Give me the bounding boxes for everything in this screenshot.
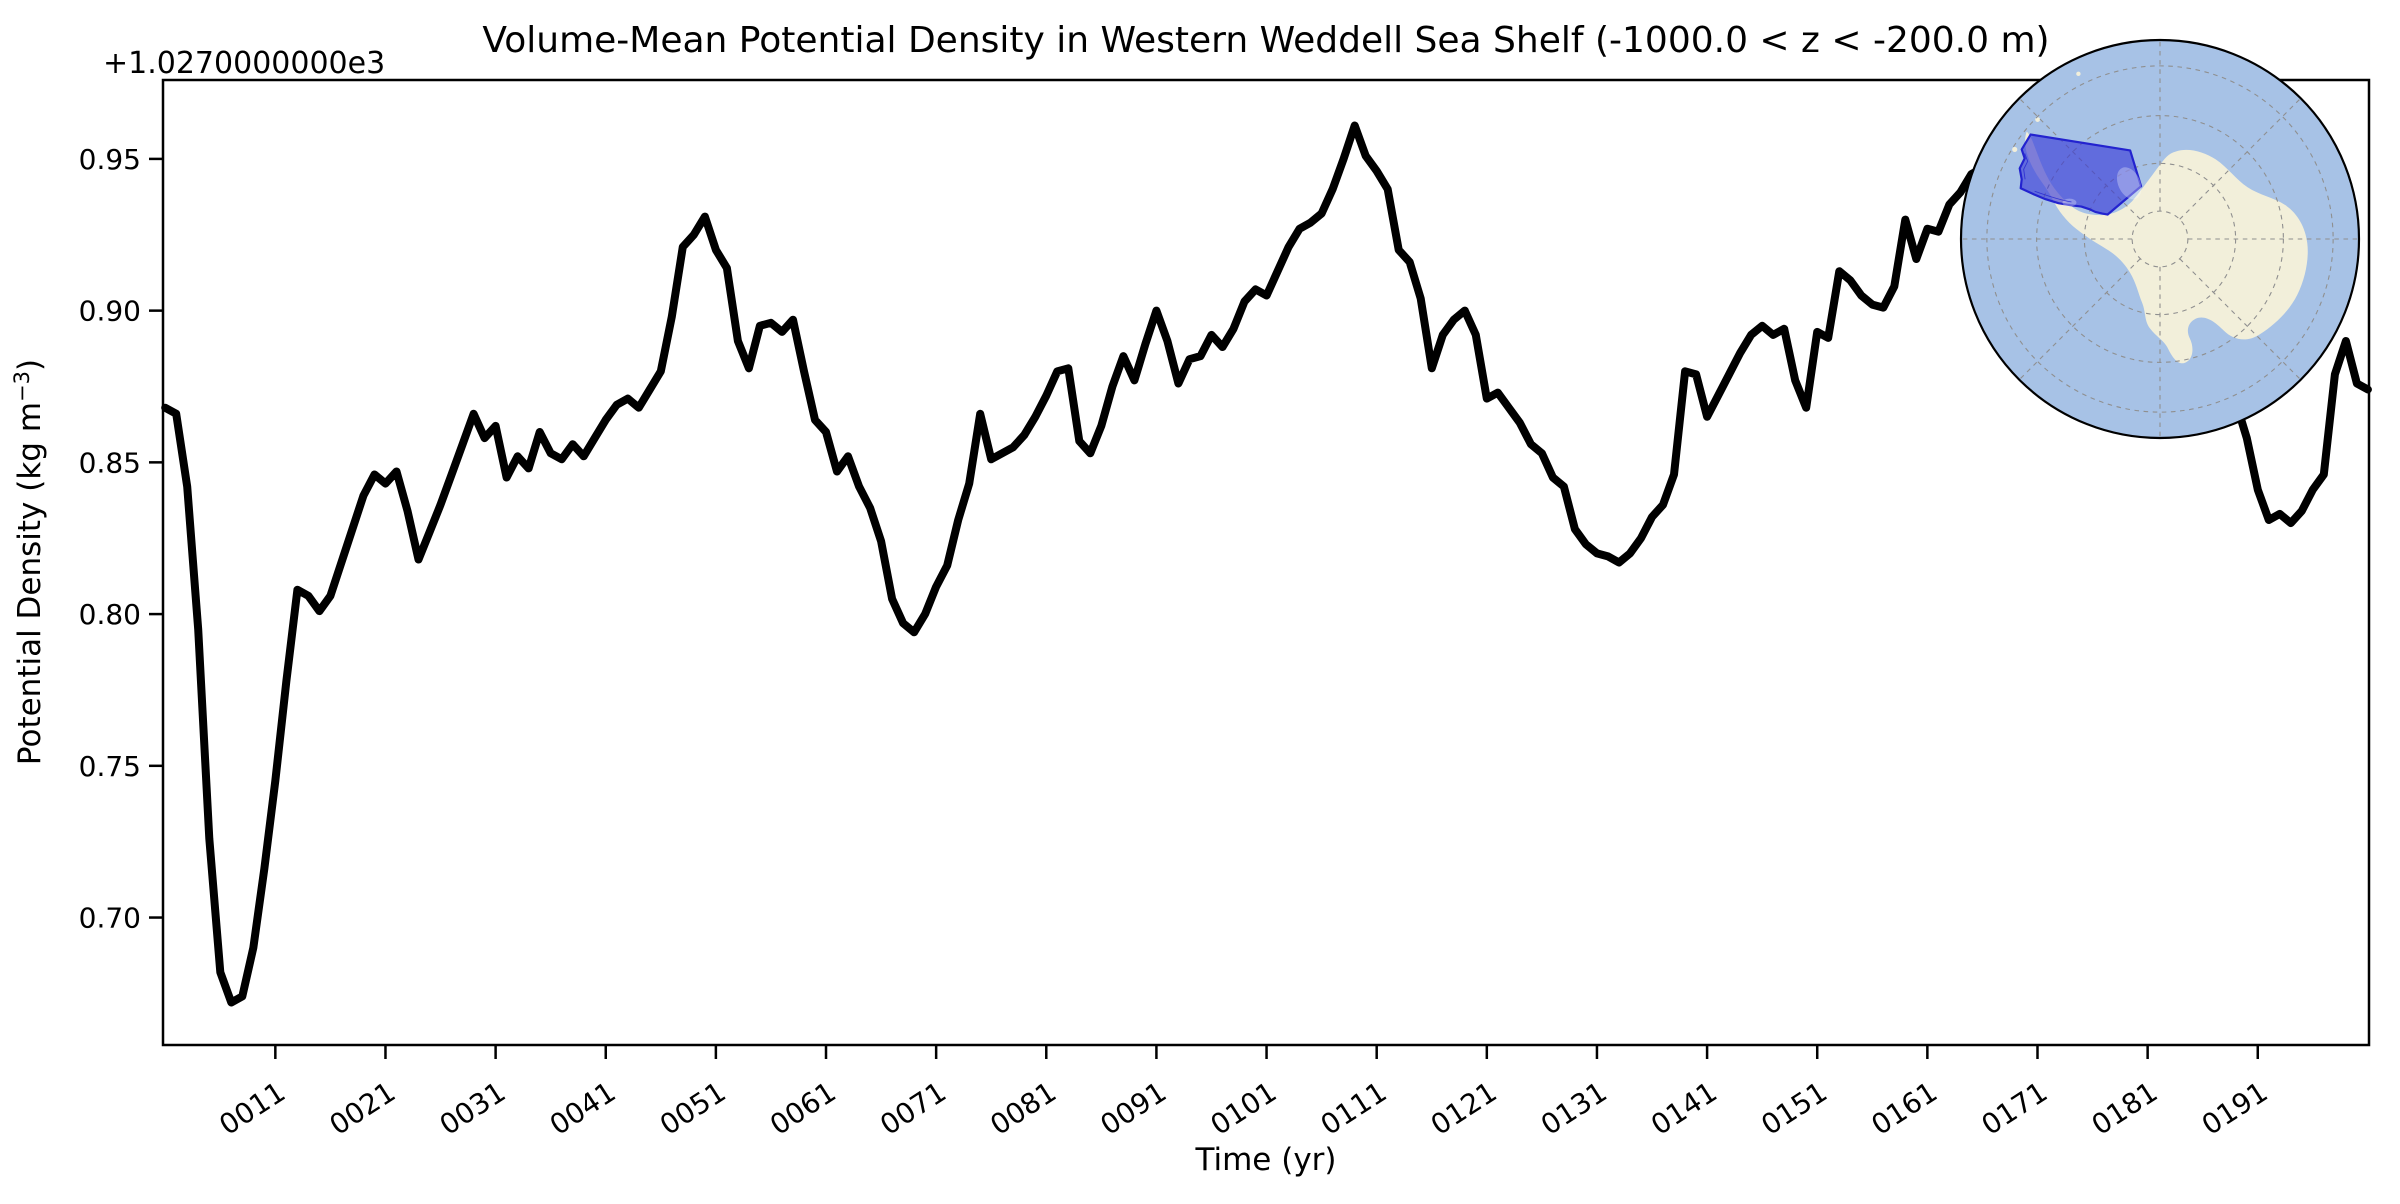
x-tick-label: 0191: [2196, 1075, 2274, 1141]
x-tick-label: 0151: [1755, 1075, 1833, 1141]
x-tick-label: 0051: [654, 1075, 732, 1141]
y-axis-offset-text: +1.0270000000e3: [103, 46, 385, 81]
map-region-light-patch: [2062, 198, 2077, 207]
y-tick-label: 0.90: [79, 295, 141, 328]
y-tick-label: 0.75: [79, 750, 141, 783]
y-tick-label: 0.70: [79, 902, 141, 935]
y-axis-label: Potential Density (kg m−3): [10, 359, 48, 765]
x-axis-ticks: 0011 0021 0031 0041 0051 0061 0071 0081 0091 0101…: [213, 1045, 2274, 1142]
map-graticule-meridian: [2018, 258, 2141, 381]
y-axis-ticks: 0.95 0.90 0.85 0.80 0.75 0.70: [79, 143, 163, 935]
chart-title: Volume-Mean Potential Density in Western…: [482, 20, 2049, 61]
map-graticule-meridian: [2179, 258, 2302, 381]
x-tick-label: 0111: [1315, 1075, 1393, 1141]
x-tick-label: 0141: [1645, 1075, 1723, 1141]
y-tick-label: 0.80: [79, 598, 141, 631]
x-tick-label: 0091: [1094, 1075, 1172, 1141]
antarctica-inset-map: [1959, 38, 2361, 440]
x-tick-label: 0081: [984, 1075, 1062, 1141]
x-tick-label: 0031: [434, 1075, 512, 1141]
x-tick-label: 0061: [764, 1075, 842, 1141]
map-region-inner-contour: [2023, 153, 2072, 203]
x-tick-label: 0011: [213, 1075, 291, 1141]
y-axis-label-text: Potential Density (kg m: [12, 402, 48, 765]
map-outline-circle: [1959, 38, 2361, 440]
map-antarctica-land: [2025, 131, 2308, 364]
x-axis-label: Time (yr): [1195, 1142, 1337, 1178]
map-island: [2012, 146, 2018, 153]
y-tick-label: 0.95: [79, 143, 141, 176]
map-region-light-patch: [2116, 167, 2142, 200]
x-tick-label: 0131: [1535, 1075, 1613, 1141]
x-tick-label: 0041: [544, 1075, 622, 1141]
x-tick-label: 0021: [324, 1075, 402, 1141]
x-tick-label: 0121: [1425, 1075, 1503, 1141]
map-island: [2076, 71, 2081, 77]
x-tick-label: 0161: [1865, 1075, 1943, 1141]
map-region-weddell-shelf: [2018, 133, 2143, 216]
y-axis-label-superscript: −3: [10, 371, 34, 402]
x-tick-label: 0181: [2086, 1075, 2164, 1141]
y-axis-label-suffix: ): [12, 359, 48, 371]
x-tick-label: 0071: [874, 1075, 952, 1141]
map-graticule-parallel: [1986, 65, 2334, 413]
x-tick-label: 0171: [1976, 1075, 2054, 1141]
map-graticule-meridian: [2179, 97, 2302, 220]
x-tick-label: 0101: [1205, 1075, 1283, 1141]
y-tick-label: 0.85: [79, 446, 141, 479]
